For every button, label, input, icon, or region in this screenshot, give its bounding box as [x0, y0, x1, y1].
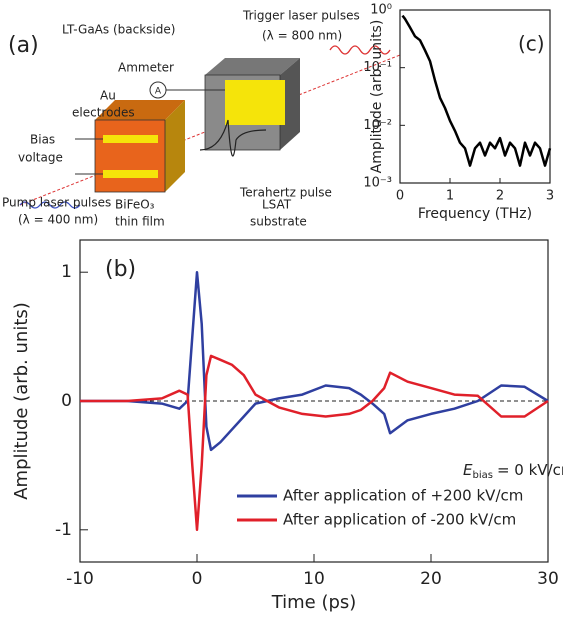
- x-axis-label: Frequency (THz): [418, 206, 532, 222]
- x-tick-label: 3: [546, 189, 554, 204]
- series-line: [80, 270, 549, 452]
- label: Bias: [30, 133, 55, 147]
- label: LSAT: [262, 198, 292, 212]
- annotation-part: bias: [472, 470, 492, 481]
- antenna: [225, 80, 285, 125]
- label: substrate: [250, 215, 307, 229]
- label: Ammeter: [118, 61, 174, 75]
- trigger-pulse: [329, 45, 391, 55]
- x-tick-label: 0: [396, 189, 404, 204]
- x-tick-label: 1: [446, 189, 454, 204]
- plot-frame: [399, 9, 551, 184]
- y-tick-label: 10⁻³: [363, 176, 392, 191]
- label: electrodes: [72, 106, 135, 120]
- label: (λ = 800 nm): [262, 29, 342, 43]
- annotation: Ebias = 0 kV/cm: [463, 461, 563, 482]
- x-tick-label: 0: [192, 569, 203, 589]
- label: Trigger laser pulses: [242, 9, 360, 23]
- label: LT-GaAs (backside): [62, 23, 175, 37]
- label: (λ = 400 nm): [18, 213, 98, 227]
- x-axis-label: Time (ps): [271, 592, 357, 613]
- annotation-part: = 0 kV/cm: [497, 461, 563, 479]
- electrode: [103, 170, 158, 178]
- y-tick-label: 10⁻¹: [363, 60, 392, 75]
- sample-front: [94, 119, 166, 193]
- diagram: (a) LT-GaAs (backside) Trigger laser pul…: [2, 9, 401, 229]
- x-tick-label: -10: [66, 569, 94, 589]
- panel-label: (a): [8, 33, 39, 58]
- pump-pulse: [19, 201, 81, 209]
- detector-top: [205, 58, 300, 75]
- sample-side: [165, 100, 185, 192]
- panel-label: (c): [518, 32, 545, 56]
- label: voltage: [18, 151, 63, 165]
- ammeter-icon: [149, 81, 167, 99]
- label: Au: [100, 89, 116, 103]
- x-tick-label: 30: [537, 569, 559, 589]
- y-axis-label: Amplitude (arb. units): [369, 20, 385, 174]
- annotation-part: E: [463, 461, 473, 479]
- x-tick-label: 2: [496, 189, 504, 204]
- panel-label: (b): [105, 257, 136, 282]
- y-tick-label: 0: [61, 391, 72, 411]
- y-tick-label: 10⁰: [370, 3, 392, 18]
- series-line: [401, 14, 552, 167]
- label: Terahertz pulse: [239, 186, 332, 200]
- y-tick-label: -1: [55, 520, 72, 540]
- label: thin film: [115, 215, 165, 229]
- series-line: [80, 354, 549, 532]
- y-tick-label: 10⁻²: [363, 118, 392, 133]
- label: BiFeO₃: [115, 198, 155, 212]
- y-axis-label: Amplitude (arb. units): [11, 302, 32, 500]
- legend-label: After application of +200 kV/cm: [283, 487, 523, 505]
- beam: [19, 54, 401, 206]
- label: Pump laser pulses: [2, 196, 111, 210]
- x-tick-label: 10: [303, 569, 325, 589]
- label: A: [155, 87, 162, 97]
- thz-pulse: [199, 119, 267, 157]
- y-tick-label: 1: [61, 262, 72, 282]
- x-tick-label: 20: [420, 569, 442, 589]
- legend-label: After application of -200 kV/cm: [283, 511, 516, 529]
- electrode: [103, 135, 158, 143]
- sample-top: [95, 100, 185, 120]
